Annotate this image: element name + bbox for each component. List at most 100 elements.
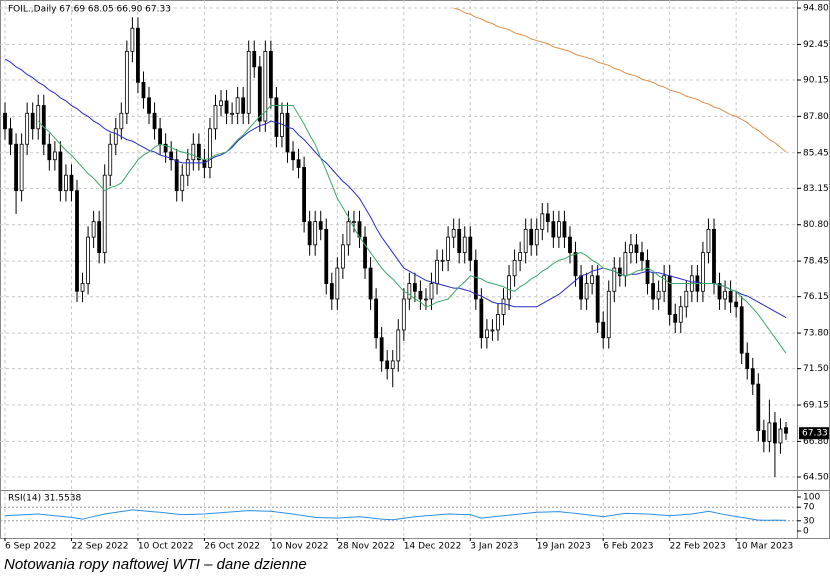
moving-average — [4, 58, 787, 319]
candle-body — [684, 290, 689, 308]
candle-body — [518, 252, 523, 261]
candle-body — [390, 360, 395, 370]
caption: Notowania ropy naftowej WTI – dane dzien… — [4, 556, 307, 573]
candle-body — [756, 383, 761, 431]
candle-body — [36, 105, 41, 130]
candle-body — [202, 159, 207, 168]
candle-body — [246, 50, 251, 114]
candle-body — [196, 143, 201, 161]
x-tick-label: 19 Jan 2023 — [537, 542, 591, 552]
x-tick-label: 10 Mar 2023 — [736, 542, 793, 552]
candle-body — [58, 151, 63, 192]
price-panel — [3, 7, 788, 477]
y-tick-label: 66.80 — [803, 437, 829, 447]
y-tick-label: 87.80 — [803, 112, 829, 122]
candle-body — [113, 128, 118, 145]
candle-body — [457, 228, 462, 253]
candle-body — [385, 360, 390, 370]
candle-body — [230, 112, 234, 115]
y-tick-label: 64.50 — [803, 472, 829, 482]
candle-body — [484, 329, 489, 339]
candle-body — [257, 66, 262, 122]
candle-body — [324, 228, 329, 284]
candle-body — [412, 283, 417, 292]
candle-body — [557, 221, 561, 238]
candle-body — [396, 329, 401, 362]
candle-body — [579, 275, 583, 300]
candle-body — [307, 221, 312, 246]
candle-body — [219, 100, 223, 106]
candle-body — [346, 221, 351, 246]
candle-body — [274, 97, 279, 137]
candle-body — [512, 259, 517, 277]
candle-body — [302, 167, 307, 223]
candle-body — [678, 306, 683, 323]
candle-body — [102, 174, 107, 253]
candle-body — [623, 252, 628, 277]
candle-body — [595, 275, 600, 323]
candle-body — [163, 143, 168, 153]
candle-body — [141, 81, 146, 99]
candle-body — [124, 50, 129, 114]
candle-body — [629, 244, 633, 253]
candle-body — [462, 236, 467, 253]
rsi-tick-label: 30 — [803, 516, 815, 526]
candle-body — [562, 221, 567, 238]
candle-body — [291, 151, 295, 161]
candle-body — [224, 100, 229, 114]
candle-body — [717, 283, 722, 300]
candle-body — [473, 259, 478, 300]
candle-body — [496, 314, 500, 331]
y-tick-label: 83.15 — [803, 184, 829, 194]
candle-body — [490, 329, 495, 332]
rsi-tick-label: 100 — [803, 493, 820, 503]
candle-body — [108, 143, 113, 176]
rsi-line — [4, 509, 787, 521]
candle-body — [158, 128, 162, 145]
candle-body — [80, 283, 85, 292]
candle-body — [19, 143, 24, 192]
moving-average — [453, 7, 787, 153]
candle-body — [750, 368, 755, 385]
candle-body — [368, 267, 373, 300]
candle-body — [545, 213, 550, 223]
candle-body — [534, 228, 539, 246]
candle-body — [296, 159, 301, 168]
y-tick-label: 94.80 — [803, 4, 829, 14]
candle-body — [435, 259, 439, 284]
candle-body — [213, 105, 218, 130]
candle-body — [501, 298, 506, 315]
x-tick-label: 10 Oct 2022 — [138, 542, 194, 552]
candle-body — [235, 97, 240, 114]
y-tick-label: 69.15 — [803, 401, 829, 411]
candle-body — [507, 275, 511, 300]
candle-body — [540, 213, 545, 230]
candle-body — [745, 352, 750, 370]
candle-body — [606, 290, 611, 339]
candle-body — [208, 128, 212, 168]
x-tick-label: 3 Jan 2023 — [470, 542, 518, 552]
candle-body — [523, 228, 528, 253]
candle-body — [407, 283, 412, 300]
candle-body — [479, 298, 484, 339]
candle-body — [573, 252, 578, 277]
candle-body — [340, 244, 345, 269]
candle-body — [734, 301, 739, 308]
candle-body — [529, 228, 534, 246]
candle-body — [25, 112, 30, 145]
candle-body — [429, 283, 434, 300]
candle-body — [784, 427, 788, 434]
y-tick-label: 71.50 — [803, 364, 829, 374]
candle-body — [612, 267, 617, 292]
candle-body — [468, 236, 473, 261]
candle-body — [728, 290, 733, 303]
y-tick-label: 85.45 — [803, 148, 829, 158]
candle-body — [701, 252, 705, 292]
axes: 94.80 92.45 90.15 87.80 85.45 83.15 80.80 78.45… — [4, 4, 829, 552]
x-tick-label: 22 Sep 2022 — [71, 542, 128, 552]
candle-body — [75, 190, 79, 292]
candle-body — [14, 143, 18, 192]
candle-body — [374, 298, 379, 339]
candle-body — [30, 112, 35, 130]
